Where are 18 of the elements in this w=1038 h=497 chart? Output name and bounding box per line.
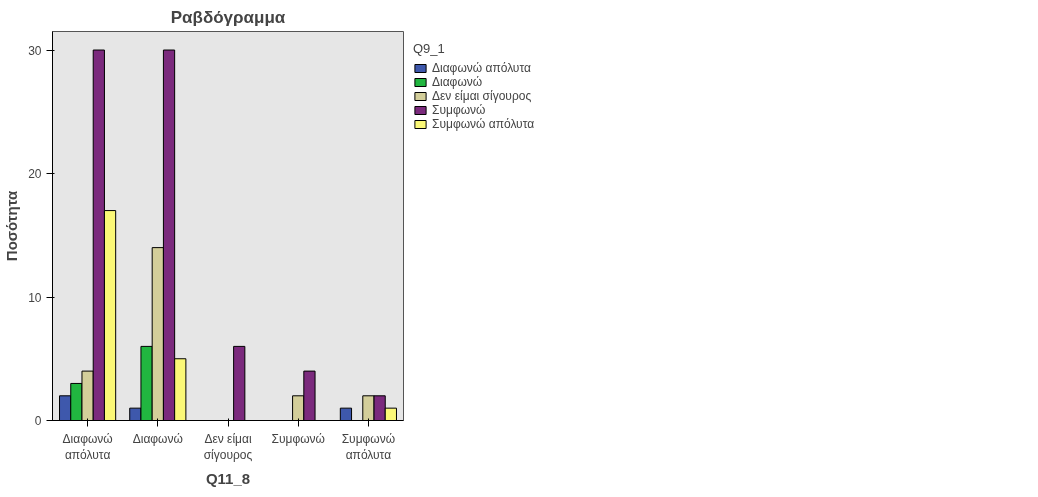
legend-title: Q9_1 xyxy=(413,41,446,56)
x-tick-label: Διαφωνώ απόλυτα xyxy=(62,431,113,463)
legend-label: Διαφωνώ xyxy=(432,75,483,89)
y-axis-title: Ποσότητα xyxy=(3,190,21,262)
y-tick-label: 0 xyxy=(34,414,42,428)
x-tick-label: Δεν είμαι σίγουρος xyxy=(203,431,253,463)
x-tick-label: Συμφωνώ xyxy=(271,431,325,446)
y-tick-label: 30 xyxy=(28,43,42,58)
legend-label: Συμφωνώ xyxy=(432,103,486,117)
legend-label: Συμφωνώ απόλυτα xyxy=(432,117,535,131)
chart-title: Ραβδόγραμμα xyxy=(170,7,286,27)
legend-label: Διαφωνώ απόλυτα xyxy=(432,61,531,75)
x-axis-title: Q11_8 xyxy=(205,470,251,488)
x-tick-label: Συμφωνώ απόλυτα xyxy=(341,431,396,463)
y-tick-label: 20 xyxy=(28,167,42,182)
y-tick-label: 10 xyxy=(28,290,42,305)
legend-label: Δεν είμαι σίγουρος xyxy=(432,89,532,103)
x-tick-label: Διαφωνώ xyxy=(132,431,183,446)
